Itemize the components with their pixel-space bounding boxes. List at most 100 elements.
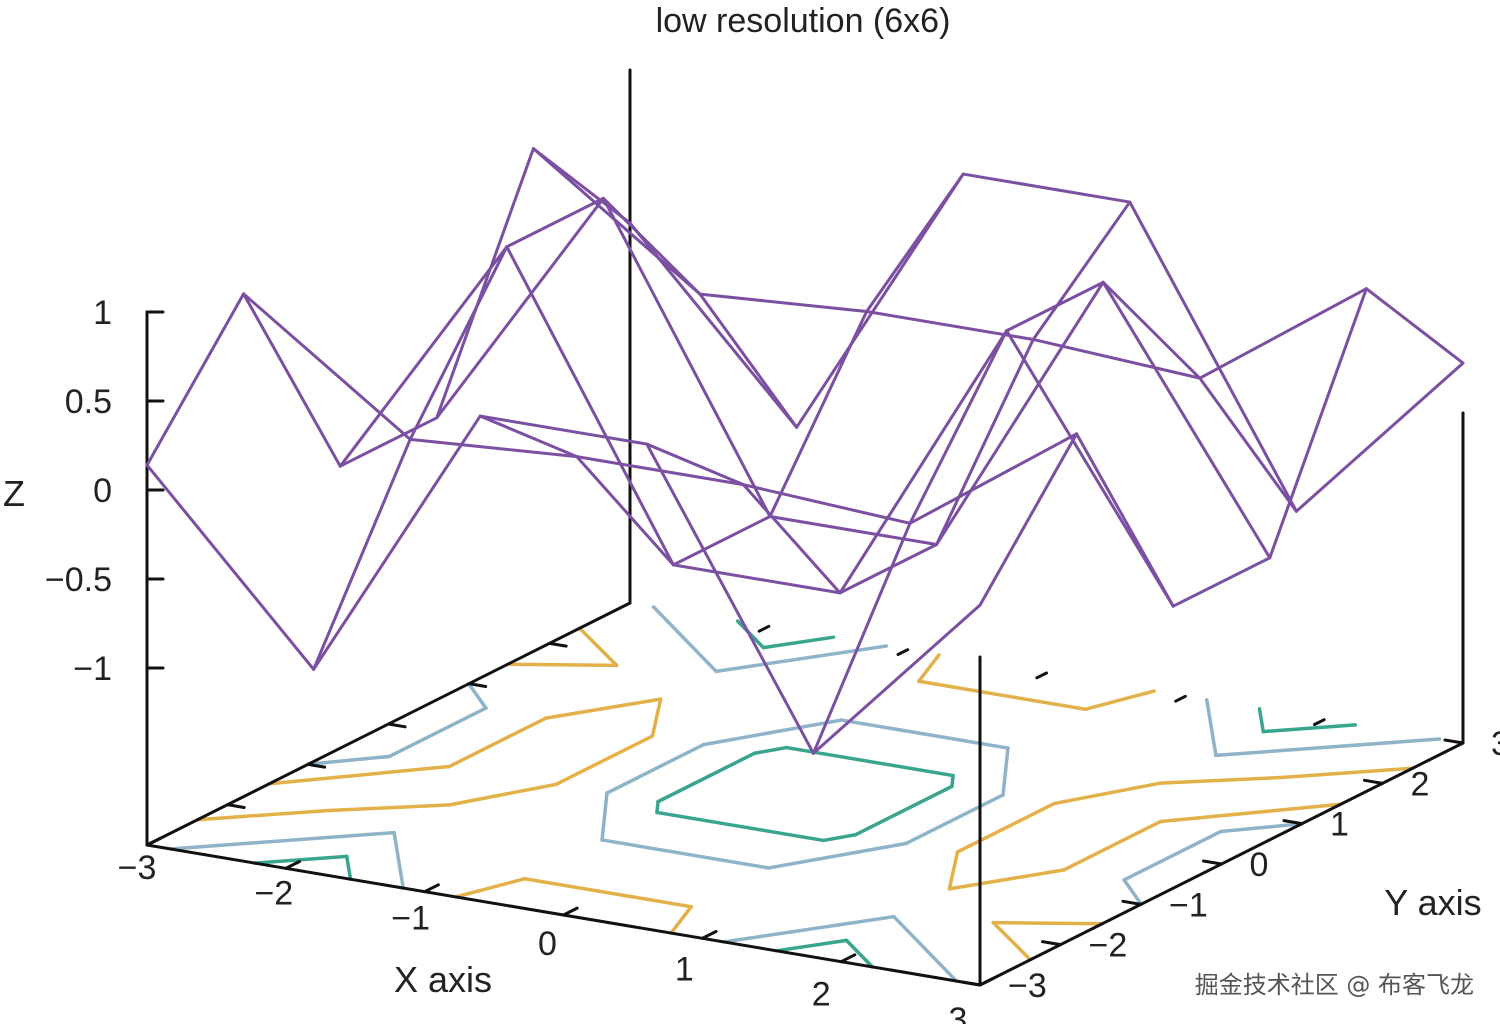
surface-edge — [1198, 376, 1298, 513]
y-tick-label: −2 — [1089, 927, 1128, 965]
surface-edge — [908, 432, 1079, 525]
contour-segment — [714, 644, 888, 674]
surface-edge — [408, 437, 579, 459]
contour-segment — [168, 830, 396, 851]
contour-segment — [577, 626, 619, 668]
left-tick — [306, 762, 327, 769]
z-tick-label: 1 — [93, 294, 112, 332]
contour-segment — [306, 754, 392, 766]
surface-edge — [671, 563, 842, 595]
surface-edge — [1364, 287, 1465, 365]
x-tick — [562, 906, 579, 917]
surface-edge — [838, 329, 1009, 595]
contour-segment — [853, 784, 954, 837]
surface-edge — [645, 442, 745, 487]
back-tick — [896, 648, 910, 657]
contour-segment — [387, 706, 488, 759]
watermark-text: 掘金技术社区 @ 布客飞龙 — [1194, 971, 1474, 999]
contour-segment — [991, 920, 1105, 926]
surface-edge — [1031, 337, 1202, 380]
surface-edge — [961, 172, 1132, 204]
contour-segment — [650, 697, 663, 738]
surface-edge — [1198, 287, 1368, 380]
x-tick-label: −3 — [118, 849, 157, 887]
y-tick-label: 0 — [1250, 846, 1269, 884]
y-tick-label: 3 — [1491, 725, 1500, 763]
surface-edge — [312, 414, 482, 671]
contour-segment — [600, 791, 609, 842]
surface-edge — [312, 437, 412, 671]
back-tick — [1313, 718, 1326, 727]
x-tick-label: 3 — [949, 1001, 968, 1024]
surface-edge — [698, 292, 869, 313]
surface-edge — [505, 245, 675, 567]
y-tick-label: 2 — [1411, 765, 1430, 803]
contour-segment — [904, 793, 1005, 846]
contour-segment — [655, 799, 660, 815]
surface-edge — [1171, 556, 1272, 608]
contour-segment — [947, 868, 1066, 891]
contour-segment — [955, 801, 1056, 854]
contour-segment — [892, 914, 959, 983]
y-tick — [1362, 778, 1384, 785]
axes — [145, 68, 1465, 987]
contour-segment — [1052, 781, 1163, 806]
y-axis-label: Y axis — [1384, 882, 1481, 923]
surface-edge — [435, 147, 535, 420]
surface-edge — [242, 292, 342, 468]
surface-edge — [978, 432, 1079, 607]
contour-segment — [1122, 878, 1144, 906]
contour-segment — [392, 830, 405, 890]
surface-mesh — [145, 147, 1465, 755]
contour-segment — [651, 605, 718, 674]
surface-edge — [601, 196, 772, 518]
contour-segment — [991, 920, 1033, 962]
surface-edge — [645, 442, 815, 755]
contour-segment — [1083, 689, 1156, 712]
tick-labels: 1 0.5 0 −0.5 −1 −3 −2 −1 0 1 2 3 −3 −2 −1 0 1 2 3 — [45, 294, 1500, 1024]
contour-segment — [1001, 746, 1010, 797]
contour-segment — [1257, 707, 1266, 734]
surface-edge — [505, 196, 605, 249]
contour-segment — [844, 938, 875, 969]
contour-segment — [701, 718, 844, 747]
left-tick — [467, 682, 488, 688]
surface-edge — [1101, 280, 1202, 380]
contour-segment — [267, 764, 452, 786]
surface-edge — [435, 196, 605, 420]
surface-edge — [768, 309, 869, 518]
back-tick — [1174, 694, 1187, 703]
surface-edge — [908, 329, 1009, 525]
surface-edge — [811, 521, 912, 755]
contour-segment — [766, 841, 909, 870]
surface-edge — [478, 414, 649, 446]
surface-edge — [478, 414, 579, 459]
contour-segment — [252, 854, 349, 865]
y-tick — [1121, 899, 1143, 906]
contour-segment — [950, 773, 955, 789]
z-tick-label: 0.5 — [65, 383, 112, 421]
contour-segment — [1214, 737, 1442, 758]
left-tick — [548, 641, 568, 648]
z-tick-label: 0 — [93, 472, 112, 510]
surface-edge — [145, 463, 316, 671]
contour-segment — [655, 810, 826, 843]
contour-segment — [1158, 802, 1343, 824]
z-axis-label: Z — [3, 473, 25, 514]
surface-edge — [1268, 287, 1368, 560]
chart-title: low resolution (6x6) — [656, 2, 951, 40]
surface-edge — [838, 543, 939, 595]
surface-edge — [935, 280, 1105, 546]
surface-edge — [242, 292, 412, 441]
surface-edge — [338, 245, 509, 468]
surface-edge — [768, 515, 939, 546]
contour-segment — [1205, 698, 1218, 758]
contour-segment — [917, 653, 941, 684]
x-tick-label: 1 — [675, 950, 694, 988]
x-tick — [145, 836, 163, 847]
surface-edge — [865, 172, 965, 313]
back-tick — [757, 624, 771, 633]
surface-edge — [1128, 200, 1298, 513]
contour-segment — [752, 745, 789, 755]
